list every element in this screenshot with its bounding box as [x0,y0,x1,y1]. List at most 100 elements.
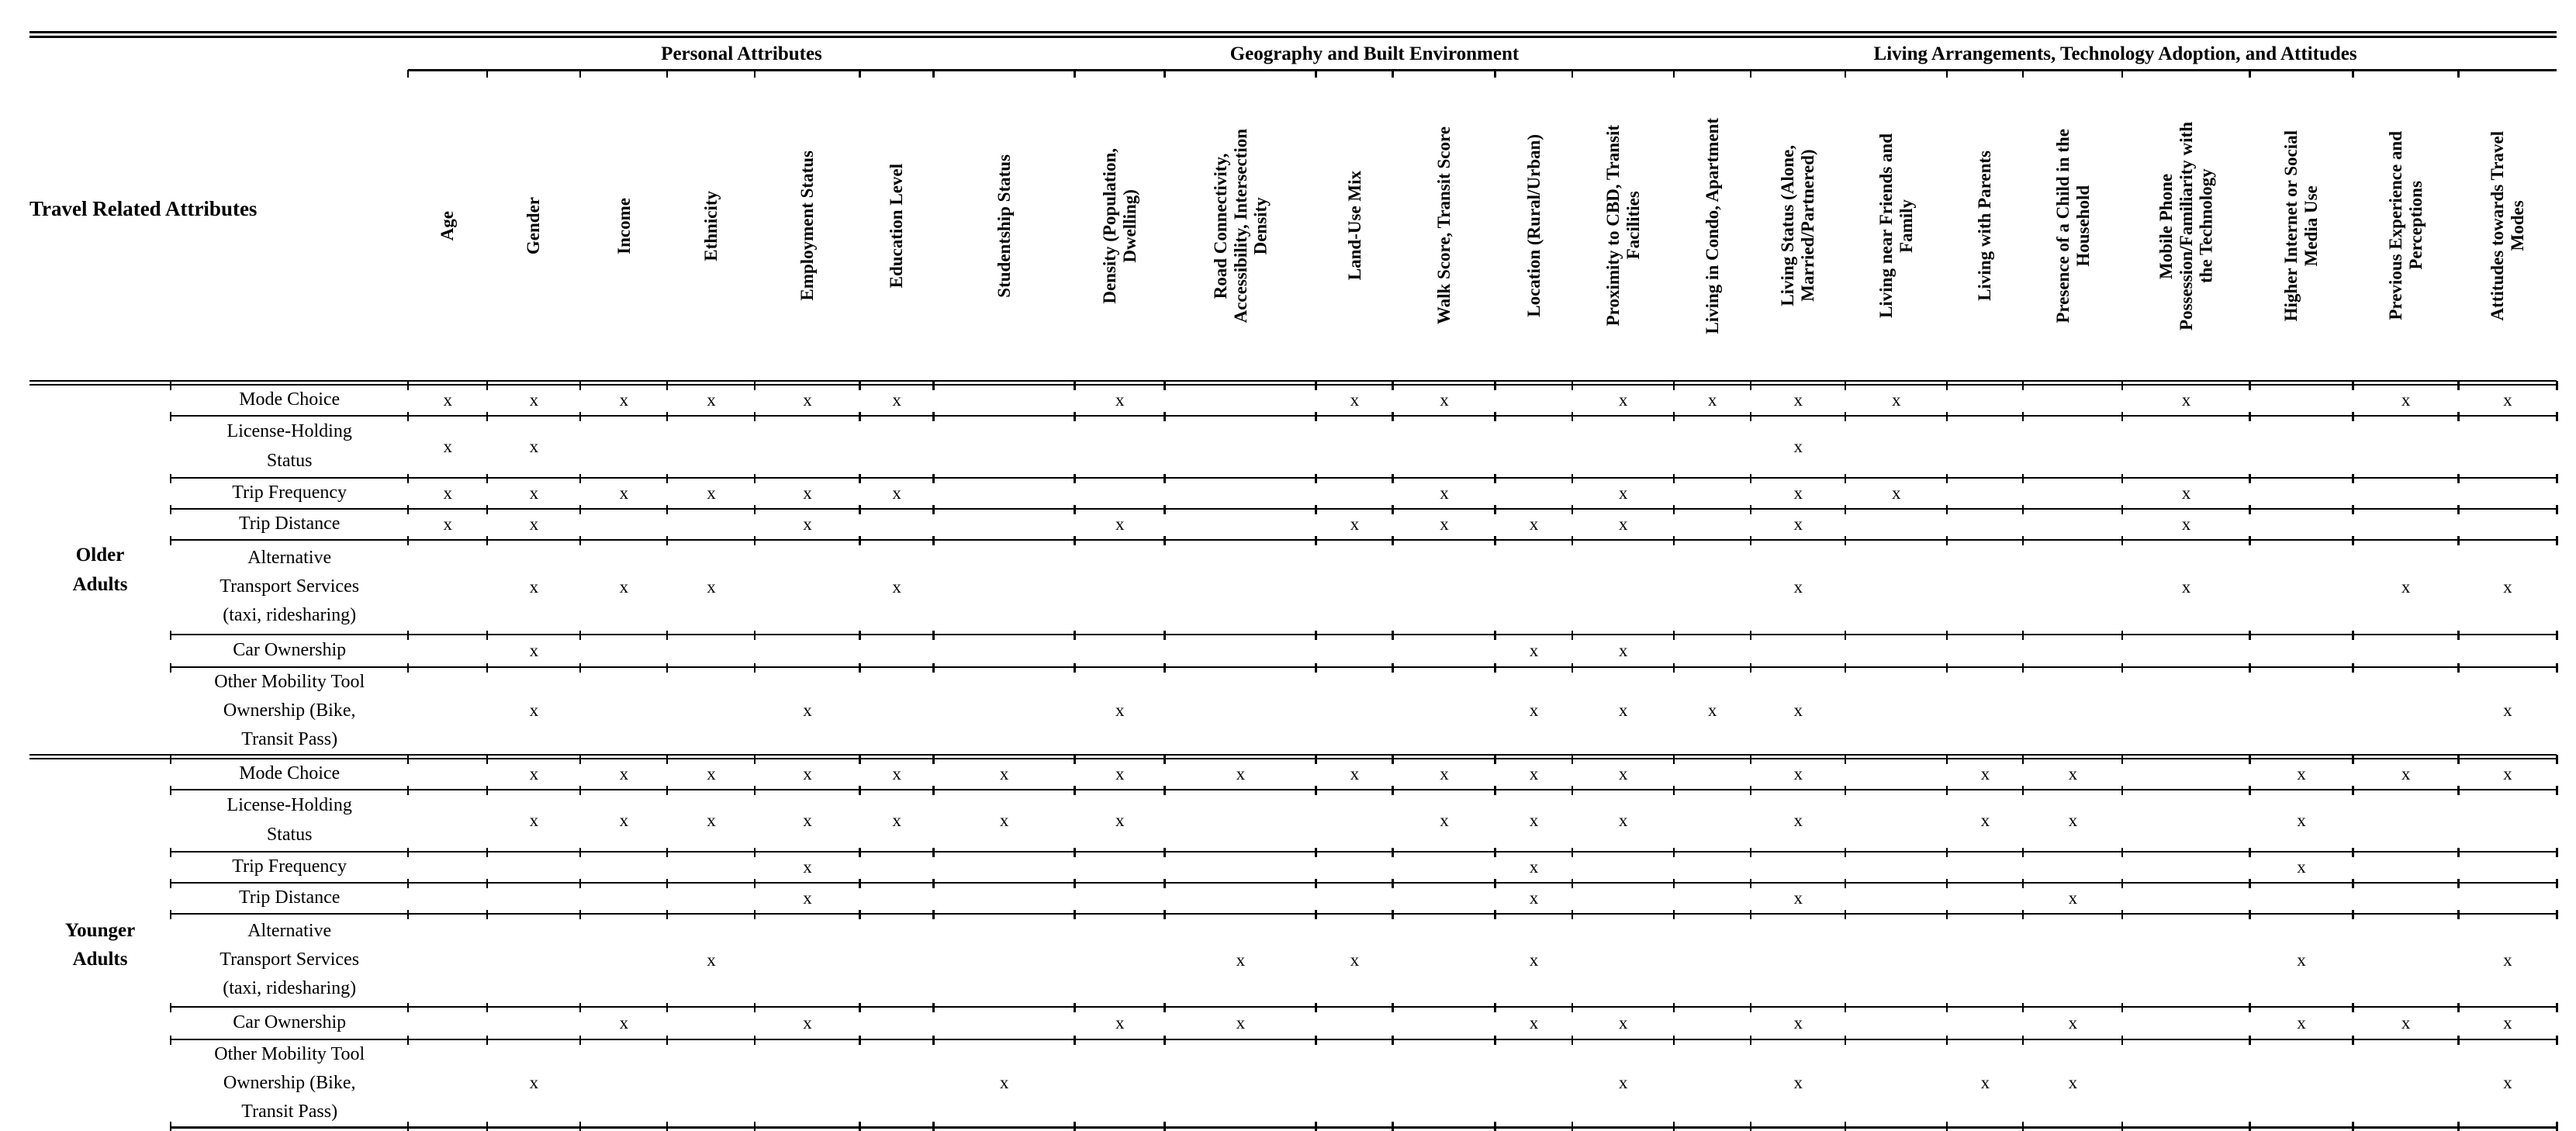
column-boundary-tick [1315,878,1317,888]
column-boundary-tick [579,411,582,421]
mark-cell: x [1749,1002,1846,1039]
mark-cell [859,411,934,478]
mark-cell [2021,535,2123,635]
column-boundary-tick [1844,755,1847,765]
mark-cell [406,1002,488,1039]
mark-cell [579,411,668,478]
column-boundary-tick [1844,847,1847,857]
column-boundary-tick [169,662,172,673]
column-boundary-tick [169,909,172,919]
mark-cell [1392,847,1495,883]
mark-cell [1945,662,2024,757]
mark-cell [1494,535,1573,635]
mark-cell [1164,473,1316,509]
column-boundary-tick [2021,504,2024,514]
column-boundary-tick [1844,630,1847,640]
mark-cell: x [859,785,934,852]
mark-cell: x [1749,1035,1846,1131]
column-boundary-tick [1571,878,1574,888]
mark-cell [1844,878,1948,914]
column-boundary-tick [2556,473,2558,483]
mark-cell [1672,909,1751,1007]
column-boundary-tick [2352,878,2354,888]
mark-cell: x [2121,535,2250,635]
mark-cell [1844,785,1948,852]
column-boundary-tick [1392,755,1394,765]
column-boundary-tick [1494,878,1496,888]
column-boundary-tick [859,473,861,483]
column-boundary-tick [1315,630,1317,640]
mark-cell [2457,411,2558,478]
mark-cell [2121,411,2250,478]
column-boundary-tick [1672,70,1675,78]
column-boundary-tick [1494,473,1496,483]
mark-cell [1844,909,1948,1007]
column-boundary-tick [1672,662,1675,673]
column-boundary-tick [2457,473,2460,483]
mark-cell [1571,535,1675,635]
mark-cell [753,630,860,667]
mark-cell: x [2249,754,2353,790]
mark-cell: x [2021,878,2123,914]
mark-cell: x [1672,662,1751,757]
mark-cell: x [753,380,860,416]
column-boundary-tick [1392,473,1394,483]
mark-cell [1392,878,1495,914]
column-boundary-tick [2352,535,2354,545]
mark-cell [2121,785,2250,852]
mark-cell [579,630,668,667]
column-header-label: Mobile Phone Possession/Familiarity with… [2156,121,2216,330]
column-boundary-tick [1749,1002,1752,1012]
column-boundary-tick [1844,473,1847,483]
mark-cell [2249,473,2353,509]
mark-cell [1844,662,1948,757]
column-boundary-tick [169,381,172,390]
mark-cell [1074,1035,1165,1131]
column-boundary-tick [2021,755,2024,765]
column-boundary-tick [2352,473,2354,483]
mark-cell: x [579,1002,668,1039]
column-boundary-tick [859,1122,861,1131]
mark-cell [932,662,1075,757]
mark-cell [1672,535,1751,635]
column-boundary-tick [932,411,935,421]
column-boundary-tick [2121,847,2124,857]
mark-cell [579,847,668,883]
column-boundary-tick [1074,1035,1076,1045]
column-boundary-tick [579,70,582,78]
mark-cell: x [1571,785,1675,852]
mark-cell [1672,754,1751,790]
column-boundary-tick [2249,473,2251,483]
column-boundary-tick [169,411,172,421]
column-boundary-tick [753,381,756,390]
column-boundary-tick [406,909,410,919]
column-boundary-tick [1074,473,1076,483]
column-boundary-tick [2457,909,2460,919]
column-boundary-tick [2352,630,2354,640]
mark-cell: x [1494,847,1573,883]
mark-cell [579,662,668,757]
mark-cell: x [486,504,581,540]
column-header-18: Presence of a Child in the Household [2021,70,2122,383]
column-boundary-tick [1571,785,1574,795]
mark-cell [486,909,581,1007]
mark-cell: x [2121,380,2250,416]
column-header-9: Road Connectivity, Accessibility, Inters… [1164,70,1316,383]
mark-cell [2352,473,2459,509]
mark-cell [1315,662,1393,757]
mark-cell [666,847,756,883]
column-boundary-tick [2121,381,2124,390]
column-boundary-tick [579,504,582,514]
column-boundary-tick [2556,847,2558,857]
mark-cell [579,909,668,1007]
mark-cell: x [1571,1035,1675,1131]
column-boundary-tick [1315,1002,1317,1012]
mark-cell: x [1494,504,1573,540]
mark-cell [1749,630,1846,667]
mark-cell [2249,630,2353,667]
mark-cell: x [1074,785,1165,852]
column-boundary-tick [1164,662,1166,673]
mark-cell: x [1494,909,1573,1007]
column-header-4: Ethnicity [666,70,755,383]
age-group-label: Older Adults [29,379,171,757]
